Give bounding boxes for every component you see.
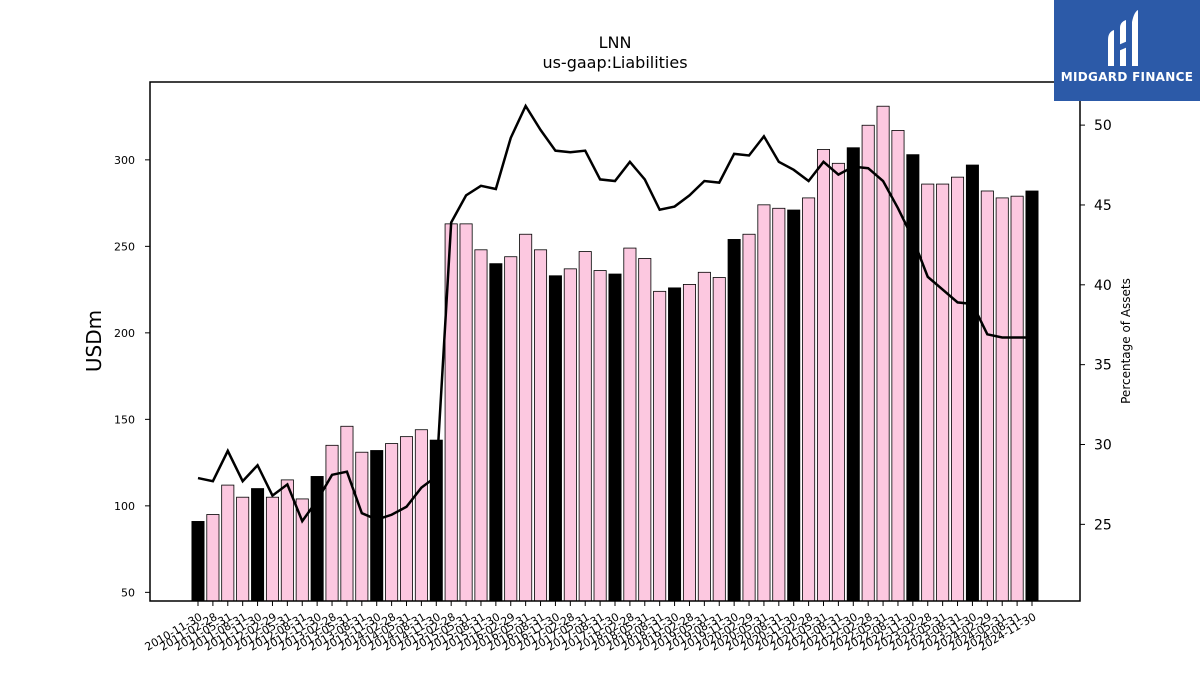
bar-2017-11-30 — [608, 273, 622, 602]
bar-2011-11-30 — [251, 488, 265, 602]
y-tick-label: 300 — [114, 154, 135, 167]
bar-2021-11-30 — [846, 147, 860, 602]
bar-2023-02-28 — [921, 183, 935, 602]
bar-2018-11-30 — [668, 287, 682, 602]
bar-2020-11-30 — [787, 209, 801, 602]
y2-tick-label: 40 — [1094, 278, 1112, 294]
bar-2016-08-31 — [534, 249, 548, 602]
bar-2011-02-28 — [206, 514, 220, 602]
y-axis-label: USDm — [82, 310, 106, 372]
bar-2011-05-31 — [221, 484, 235, 602]
bar-2020-05-31 — [757, 204, 771, 602]
bar-2017-02-28 — [563, 268, 577, 602]
bar-2019-02-28 — [682, 284, 696, 602]
bar-2022-02-28 — [861, 124, 875, 602]
bar-2014-05-31 — [399, 436, 414, 602]
bar-2019-05-31 — [697, 271, 711, 602]
logo-text: MIDGARD FINANCE — [1060, 70, 1194, 84]
y-tick-label: 200 — [114, 327, 135, 340]
bar-2023-08-31 — [951, 176, 965, 602]
bar-2024-08-31 — [1010, 195, 1024, 602]
bar-2011-08-31 — [236, 496, 250, 602]
bar-2015-11-30 — [489, 263, 503, 602]
bar-2018-08-31 — [653, 290, 667, 602]
bar-2010-11-30 — [191, 521, 205, 602]
bar-2021-08-31 — [831, 162, 845, 602]
bar-2024-02-29 — [980, 190, 994, 602]
midgard-finance-logo: MIDGARD FINANCE — [1054, 0, 1200, 101]
bar-2020-02-29 — [742, 233, 756, 602]
bar-2013-11-30 — [370, 450, 384, 602]
bar-2017-08-31 — [593, 270, 607, 602]
bar-2016-02-29 — [504, 256, 518, 602]
bar-2016-05-31 — [519, 233, 533, 602]
bar-2021-02-28 — [802, 197, 816, 602]
y-tick-label: 150 — [114, 413, 135, 426]
bar-2016-11-30 — [548, 275, 562, 602]
bar-2017-05-31 — [578, 251, 592, 602]
y2-tick-label: 25 — [1094, 517, 1112, 533]
y-tick-label: 250 — [114, 240, 135, 253]
bar-2019-11-30 — [727, 239, 741, 602]
bar-2012-02-29 — [265, 496, 279, 602]
bar-2018-05-31 — [638, 258, 652, 602]
bar-2021-05-31 — [816, 149, 831, 602]
y2-axis-label: Percentage of Assets — [1119, 278, 1133, 404]
chart-title: LNN — [599, 33, 632, 52]
bar-2013-02-28 — [325, 444, 339, 602]
y-tick-label: 50 — [121, 586, 135, 599]
y-tick-label: 100 — [114, 500, 135, 513]
bar-2015-08-31 — [474, 249, 488, 602]
bar-2022-11-30 — [906, 154, 920, 602]
bar-2014-02-28 — [385, 443, 399, 602]
y2-tick-label: 30 — [1094, 438, 1112, 454]
bar-2013-08-31 — [355, 451, 369, 602]
bar-2024-05-31 — [995, 197, 1009, 602]
y2-tick-label: 50 — [1094, 118, 1112, 134]
logo-mark-icon — [1108, 10, 1138, 66]
bar-2015-05-31 — [459, 223, 473, 602]
bar-2019-08-31 — [712, 277, 726, 602]
x-axis: 2010-11-302011-02-282011-05-312011-08-31… — [143, 601, 1039, 654]
bar-2014-08-31 — [414, 429, 428, 602]
y2-tick-label: 35 — [1094, 358, 1112, 374]
bar-2023-05-31 — [936, 183, 950, 602]
left-axis: 50 100 150 200 250 300 — [114, 154, 150, 599]
chart-subtitle: us-gaap:Liabilities — [542, 53, 687, 72]
bar-2020-08-31 — [772, 207, 786, 602]
bar-2023-11-30 — [965, 164, 979, 602]
percentage-of-assets-line — [197, 103, 1032, 524]
bar-2024-11-30 — [1025, 190, 1039, 602]
y2-tick-label: 45 — [1094, 198, 1112, 214]
bar-2013-05-31 — [340, 425, 354, 602]
bar-2018-02-28 — [623, 247, 637, 602]
right-axis: 25 30 35 40 45 50 — [1080, 118, 1112, 533]
